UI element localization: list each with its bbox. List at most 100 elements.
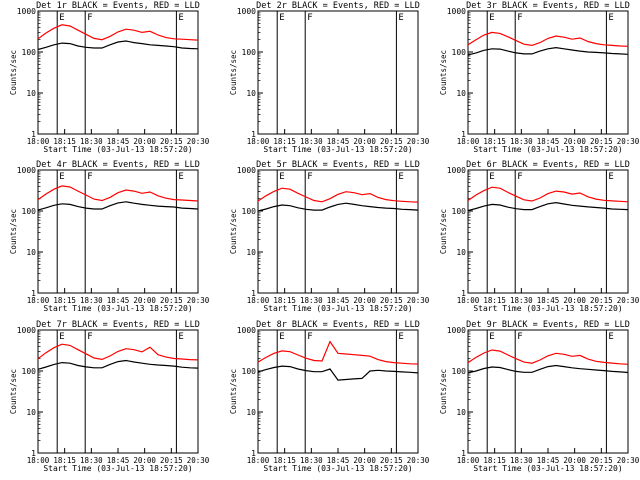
y-axis-label: Counts/sec — [439, 50, 448, 95]
panel-title: Det 9r BLACK = Events, RED = LLD — [466, 320, 630, 330]
x-tick-label: 20:30 — [617, 137, 640, 146]
events-line — [467, 201, 629, 212]
x-tick-label: 20:15 — [590, 137, 613, 146]
x-tick-label: 18:45 — [107, 296, 130, 305]
events-line — [467, 364, 629, 374]
x-tick-label: 18:00 — [27, 137, 50, 146]
x-tick-label: 20:00 — [133, 137, 156, 146]
x-axis-label: Start Time (03-Jul-13 18:57:20) — [263, 464, 412, 473]
x-tick-label: 18:15 — [53, 137, 76, 146]
y-tick-label: 10 — [246, 408, 256, 417]
flag-label: E — [398, 13, 403, 23]
detector-panel: Det 5r BLACK = Events, RED = LLD 1 10 100 10… — [229, 160, 430, 313]
detector-panel: Det 3r BLACK = Events, RED = LLD 1 10 100 10… — [439, 1, 640, 154]
y-axis-label: Counts/sec — [9, 369, 18, 414]
y-tick-label: 100 — [452, 367, 467, 376]
x-tick-label: 18:30 — [510, 456, 533, 465]
events-line — [37, 40, 199, 51]
flag-label: E — [59, 172, 64, 182]
x-tick-label: 18:15 — [53, 296, 76, 305]
panel-title: Det 1r BLACK = Events, RED = LLD — [36, 1, 200, 11]
x-tick-label: 20:15 — [160, 296, 183, 305]
x-axis-label: Start Time (03-Jul-13 18:57:20) — [473, 145, 622, 154]
x-axis-label: Start Time (03-Jul-13 18:57:20) — [43, 464, 192, 473]
x-tick-label: 18:00 — [457, 456, 480, 465]
x-tick-label: 18:45 — [537, 137, 560, 146]
y-tick-label: 1 — [461, 289, 466, 298]
flag-label: F — [87, 332, 92, 342]
y-tick-label: 100 — [242, 207, 257, 216]
lld-line — [467, 349, 629, 365]
x-tick-label: 18:00 — [247, 296, 270, 305]
x-tick-label: 18:30 — [300, 456, 323, 465]
y-tick-label: 1 — [31, 449, 36, 458]
plot-frame — [37, 10, 199, 135]
y-tick-label: 1000 — [17, 166, 36, 175]
x-axis-label: Start Time (03-Jul-13 18:57:20) — [473, 304, 622, 313]
plot-frame — [37, 329, 199, 454]
lld-line — [257, 340, 419, 365]
x-axis-label: Start Time (03-Jul-13 18:57:20) — [473, 464, 622, 473]
flag-label: F — [87, 13, 92, 23]
y-tick-label: 1 — [461, 130, 466, 139]
x-tick-label: 20:15 — [160, 137, 183, 146]
flag-label: E — [489, 172, 494, 182]
x-tick-label: 20:15 — [160, 456, 183, 465]
x-tick-label: 20:00 — [353, 296, 376, 305]
x-tick-label: 18:30 — [300, 137, 323, 146]
y-tick-label: 1000 — [17, 326, 36, 335]
flag-label: E — [608, 332, 613, 342]
x-tick-label: 18:45 — [327, 137, 350, 146]
y-tick-label: 10 — [456, 89, 466, 98]
y-tick-label: 1000 — [237, 166, 256, 175]
y-tick-label: 1 — [251, 449, 256, 458]
x-tick-label: 18:00 — [457, 137, 480, 146]
x-tick-label: 20:30 — [617, 456, 640, 465]
y-tick-label: 10 — [456, 408, 466, 417]
events-line — [257, 202, 419, 212]
y-tick-label: 100 — [452, 207, 467, 216]
y-tick-label: 100 — [242, 367, 257, 376]
x-tick-label: 18:45 — [107, 456, 130, 465]
panel-title: Det 6r BLACK = Events, RED = LLD — [466, 160, 630, 170]
plot-frame — [467, 329, 629, 454]
y-tick-label: 1000 — [237, 7, 256, 16]
x-tick-label: 18:15 — [53, 456, 76, 465]
detector-panel: Det 6r BLACK = Events, RED = LLD 1 10 100 10… — [439, 160, 640, 313]
y-tick-label: 1 — [461, 449, 466, 458]
y-tick-label: 1 — [251, 130, 256, 139]
y-axis-label: Counts/sec — [229, 50, 238, 95]
y-axis-label: Counts/sec — [439, 369, 448, 414]
flag-label: E — [59, 332, 64, 342]
x-tick-label: 20:15 — [380, 456, 403, 465]
plot-frame — [467, 10, 629, 135]
x-tick-label: 18:45 — [107, 137, 130, 146]
flag-label: E — [608, 172, 613, 182]
flag-label: F — [517, 13, 522, 23]
y-tick-label: 1000 — [237, 326, 256, 335]
x-tick-label: 18:00 — [27, 456, 50, 465]
y-tick-label: 1000 — [447, 326, 466, 335]
flag-label: F — [517, 172, 522, 182]
x-tick-label: 20:15 — [380, 137, 403, 146]
flag-label: E — [398, 172, 403, 182]
flag-label: E — [279, 332, 284, 342]
y-tick-label: 10 — [246, 89, 256, 98]
y-tick-label: 10 — [456, 248, 466, 257]
x-axis-label: Start Time (03-Jul-13 18:57:20) — [43, 304, 192, 313]
events-line — [467, 46, 629, 56]
panel-title: Det 5r BLACK = Events, RED = LLD — [256, 160, 420, 170]
lld-line — [467, 186, 629, 203]
x-axis-label: Start Time (03-Jul-13 18:57:20) — [263, 145, 412, 154]
detector-panel: Det 8r BLACK = Events, RED = LLD 1 10 100 10… — [229, 320, 430, 473]
events-line — [257, 365, 419, 381]
flag-label: E — [489, 13, 494, 23]
y-axis-label: Counts/sec — [9, 209, 18, 254]
x-tick-label: 18:30 — [80, 456, 103, 465]
plot-frame — [257, 329, 419, 454]
x-tick-label: 18:30 — [510, 296, 533, 305]
flag-label: F — [307, 13, 312, 23]
x-tick-label: 18:30 — [300, 296, 323, 305]
x-tick-label: 20:00 — [563, 456, 586, 465]
y-tick-label: 10 — [26, 408, 36, 417]
